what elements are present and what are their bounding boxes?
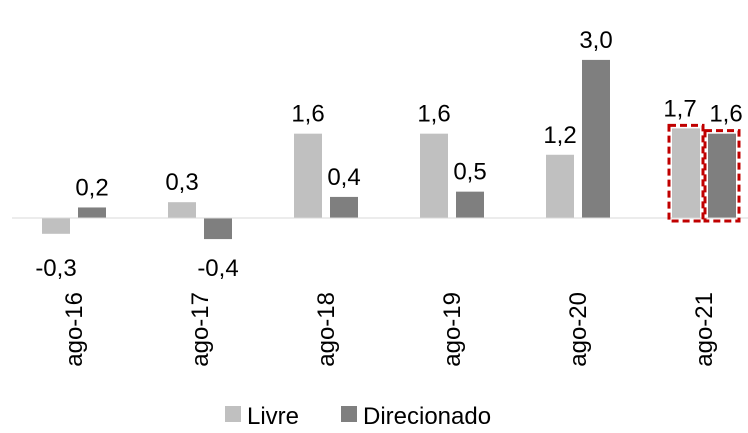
x-tick-labels-group: ago-16 ago-17 ago-18 ago-19 ago-20 ago-21 [61, 292, 718, 367]
x-tick-label-ago-20: ago-20 [565, 292, 592, 367]
bars-group [42, 59, 736, 240]
legend: Livre Direcionado [225, 403, 491, 430]
bar-livre-ago-21 [672, 128, 700, 218]
highlight-box-direcionado-ago-21 [703, 129, 741, 223]
data-label-livre-ago-16: -0,3 [35, 255, 76, 282]
bar-direcionado-ago-19 [456, 191, 484, 218]
data-label-livre-ago-17: 0,3 [165, 169, 198, 196]
bar-direcionado-ago-17 [204, 218, 232, 240]
bar-direcionado-ago-20 [582, 59, 610, 219]
data-label-livre-ago-18: 1,6 [291, 101, 324, 128]
x-tick-label-ago-18: ago-18 [313, 292, 340, 367]
x-tick-label-ago-21: ago-21 [691, 292, 718, 367]
bar-direcionado-ago-16 [78, 207, 106, 218]
x-tick-label-ago-17: ago-17 [187, 292, 214, 367]
x-tick-label-ago-19: ago-19 [439, 292, 466, 367]
data-label-livre-ago-20: 1,2 [543, 122, 576, 149]
bar-livre-ago-20 [546, 154, 574, 218]
legend-label-livre: Livre [247, 403, 299, 430]
data-label-direcionado-ago-21: 1,6 [709, 101, 742, 128]
data-label-direcionado-ago-20: 3,0 [579, 27, 612, 54]
data-label-direcionado-ago-17: -0,4 [197, 255, 238, 282]
bar-livre-ago-16 [42, 218, 70, 234]
x-tick-label-ago-16: ago-16 [61, 292, 88, 367]
bar-livre-ago-18 [294, 133, 322, 218]
bar-direcionado-ago-18 [330, 196, 358, 218]
highlight-boxes [667, 123, 741, 223]
data-label-livre-ago-21: 1,7 [663, 95, 696, 122]
bar-livre-ago-17 [168, 202, 196, 218]
legend-swatch-livre [225, 406, 241, 422]
legend-swatch-direcionado [341, 406, 357, 422]
data-label-direcionado-ago-16: 0,2 [75, 174, 108, 201]
legend-label-direcionado: Direcionado [363, 403, 491, 430]
data-label-direcionado-ago-19: 0,5 [453, 159, 486, 186]
data-label-livre-ago-19: 1,6 [417, 101, 450, 128]
highlight-box-livre-ago-21 [667, 123, 705, 223]
bar-direcionado-ago-21 [708, 133, 736, 218]
bar-livre-ago-19 [420, 133, 448, 218]
data-labels-group: -0,3 0,2 0,3 -0,4 1,6 0,4 1,6 0,5 1,2 3,0 1,7 1,6 [35, 27, 742, 282]
data-label-direcionado-ago-18: 0,4 [327, 164, 360, 191]
